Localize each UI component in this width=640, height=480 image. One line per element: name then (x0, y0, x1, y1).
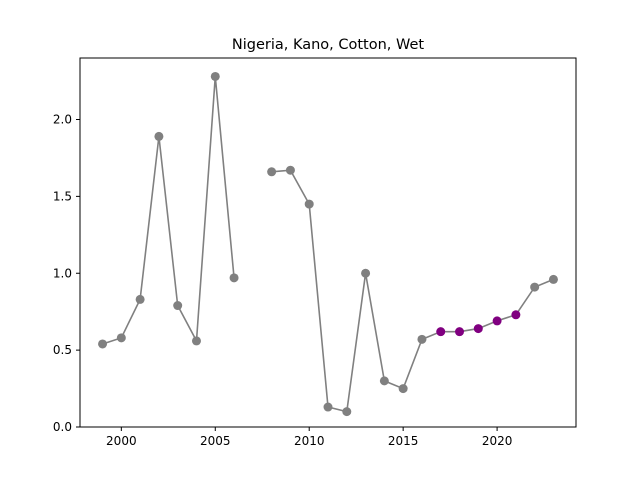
y-axis: 0.0 0.5 1.0 1.5 2.0 (53, 113, 80, 434)
x-tick-label: 2015 (388, 434, 419, 448)
x-axis: 2000 2005 2010 2015 2020 (106, 427, 512, 448)
data-point (116, 333, 126, 343)
data-point (267, 167, 277, 177)
data-point (511, 310, 521, 320)
data-point (361, 268, 371, 278)
data-point (98, 339, 108, 349)
series-line (271, 169, 554, 413)
y-tick-label: 0.0 (53, 420, 72, 434)
x-tick-label: 2010 (294, 434, 325, 448)
data-point (342, 407, 352, 417)
x-tick-label: 2005 (200, 434, 231, 448)
y-tick-label: 1.5 (53, 189, 72, 203)
data-point (285, 165, 295, 175)
data-point (323, 402, 333, 412)
data-point (229, 273, 239, 283)
data-point (417, 334, 427, 344)
data-point (173, 301, 183, 311)
data-point (379, 376, 389, 386)
x-tick-label: 2000 (106, 434, 137, 448)
data-point (455, 327, 465, 337)
data-point (398, 384, 408, 394)
data-point (436, 327, 446, 337)
plot-frame (79, 57, 577, 428)
data-point (492, 316, 502, 326)
data-point (191, 336, 201, 346)
series-line (102, 76, 235, 345)
data-point (473, 324, 483, 334)
data-point (154, 131, 164, 141)
y-tick-label: 1.0 (53, 266, 72, 280)
data-point (548, 274, 558, 284)
y-tick-label: 2.0 (53, 113, 72, 127)
chart-title: Nigeria, Kano, Cotton, Wet (232, 37, 425, 53)
data-point (530, 282, 540, 292)
series-lines (102, 76, 554, 413)
data-point (210, 71, 220, 81)
y-tick-label: 0.5 (53, 343, 72, 357)
x-tick-label: 2020 (482, 434, 513, 448)
series-points (98, 71, 558, 417)
data-point (304, 199, 314, 209)
data-point (135, 294, 145, 304)
